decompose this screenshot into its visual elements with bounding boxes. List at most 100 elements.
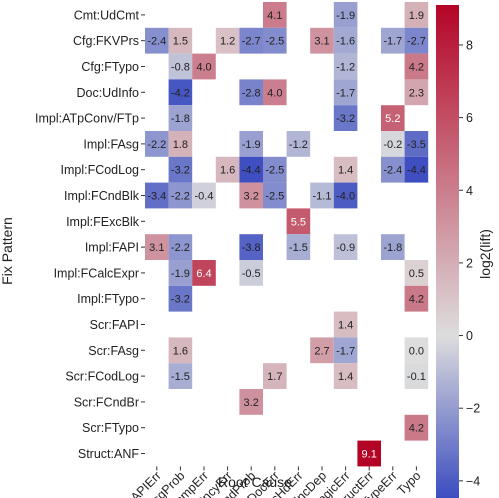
heatmap-cell	[404, 337, 429, 364]
cell-value-label: 4.0	[267, 87, 282, 99]
y-tick-scr-ftypo: Scr:FTypo	[82, 421, 139, 435]
cell-value-label: 1.4	[338, 320, 353, 332]
colorbar-tick-label: 0	[466, 329, 473, 343]
cell-value-label: -1.5	[171, 371, 190, 383]
y-tick-cfg-ftypo: Cfg:FTypo	[81, 60, 139, 74]
cell-value-label: -2.4	[147, 36, 166, 48]
heatmap-cell	[404, 156, 429, 183]
heatmap-cell	[168, 363, 193, 389]
x-tick-typo: Typo	[394, 469, 423, 498]
cell-value-label: -1.7	[383, 36, 402, 48]
cell-value-label: 1.2	[220, 36, 235, 48]
heatmap-cell	[239, 27, 263, 54]
heatmap-cell	[404, 285, 429, 312]
cell-value-label: 9.1	[362, 449, 377, 461]
heatmap-cell	[333, 2, 358, 28]
cell-value-label: -1.8	[171, 113, 190, 125]
y-tick-impl-fexcblk: Impl:FExcBlk	[66, 215, 140, 229]
heatmap-cell	[333, 182, 358, 209]
heatmap-cell	[215, 27, 240, 54]
heatmap-cells	[145, 2, 429, 467]
heatmap-cell	[333, 53, 358, 80]
cell-value-label: -1.7	[336, 345, 355, 357]
heatmap-cell	[263, 2, 287, 28]
heatmap-cell	[168, 285, 193, 312]
heatmap-cell	[168, 79, 193, 106]
heatmap-cell	[404, 260, 429, 286]
heatmap-cell	[168, 156, 193, 183]
heatmap-cell	[381, 27, 405, 54]
cell-value-label: -4.2	[171, 87, 190, 99]
cell-value-label: -3.2	[171, 294, 190, 306]
cell-value-label: -0.8	[171, 62, 190, 74]
cell-value-label: 1.5	[173, 36, 188, 48]
cell-value-label: -1.9	[171, 268, 190, 280]
heatmap-cell	[263, 27, 287, 54]
colorbar-tick-label: 4	[466, 184, 473, 198]
cell-value-label: -2.2	[171, 191, 190, 203]
heatmap-cell	[381, 156, 405, 183]
colorbar-tick-label: 2	[466, 256, 473, 270]
heatmap-cell	[168, 105, 193, 131]
cell-value-label: 0.5	[409, 268, 424, 280]
heatmap-cell	[168, 182, 193, 209]
cell-value-label: 3.1	[149, 242, 164, 254]
heatmap-cell	[310, 337, 334, 364]
cell-value-label: 4.2	[409, 62, 424, 74]
cell-value-label: 5.2	[385, 113, 400, 125]
heatmap-cell	[263, 363, 287, 389]
heatmap-cell	[286, 234, 311, 260]
colorbar	[436, 5, 459, 498]
cell-value-label: -1.2	[336, 62, 355, 74]
heatmap-cell	[239, 389, 263, 415]
cell-value-label: -2.5	[265, 165, 284, 177]
heatmap-cell	[239, 234, 263, 260]
y-tick-struct-anf: Struct:ANF	[78, 447, 139, 461]
y-tick-impl-atpconv-ftp: Impl:ATpConv/FTp	[35, 112, 139, 126]
heatmap-cell-labels: 4.1 -1.9 1.9-2.4 1.5 1.2 -2.7 -2.5 3.1 -1.6 -1.7-…	[147, 10, 426, 461]
cell-value-label: 1.7	[267, 371, 282, 383]
colorbar-ticks: 8 6 4 2 0 −2 −4	[459, 38, 480, 488]
cell-value-label: -2.7	[242, 36, 261, 48]
heatmap-cell	[333, 311, 358, 338]
heatmap-cell	[145, 234, 169, 260]
heatmap-cell	[404, 414, 429, 441]
y-tick-scr-fcodlog: Scr:FCodLog	[65, 370, 139, 384]
cell-value-label: 1.6	[220, 165, 235, 177]
heatmap-cell	[263, 156, 287, 183]
heatmap-cell	[239, 79, 263, 106]
colorbar-tick-label: −2	[466, 402, 480, 416]
y-tick-scr-fapi: Scr:FAPI	[90, 318, 139, 332]
cell-value-label: 2.3	[409, 87, 424, 99]
cell-value-label: 1.4	[338, 371, 353, 383]
y-axis-ticks: Cmt:UdCmt Cfg:FKVPrs Cfg:FTypo Doc:UdInfo Im…	[35, 8, 145, 461]
cell-value-label: -2.4	[383, 165, 402, 177]
heatmap-cell	[239, 182, 263, 209]
heatmap-cell	[404, 27, 429, 54]
heatmap-cell	[168, 337, 193, 364]
cell-value-label: -1.9	[336, 10, 355, 22]
cell-value-label: 3.2	[244, 397, 259, 409]
cell-value-label: 6.4	[196, 268, 211, 280]
cell-value-label: -4.4	[407, 165, 426, 177]
cell-value-label: -3.2	[336, 113, 355, 125]
heatmap-cell	[286, 131, 311, 157]
cell-value-label: 4.2	[409, 294, 424, 306]
cell-value-label: -2.5	[265, 36, 284, 48]
heatmap-cell	[333, 363, 358, 389]
colorbar-label: log2(lift)	[477, 229, 493, 279]
heatmap-cell	[404, 2, 429, 28]
heatmap-cell	[168, 53, 193, 80]
heatmap-cell	[333, 27, 358, 54]
heatmap-cell	[168, 234, 193, 260]
heatmap-cell	[192, 53, 216, 80]
colorbar-tick-label: −4	[466, 474, 480, 488]
heatmap-cell	[192, 260, 216, 286]
heatmap-cell	[239, 131, 263, 157]
cell-value-label: -0.2	[383, 139, 402, 151]
cell-value-label: 3.2	[244, 191, 259, 203]
colorbar-tick-label: 6	[466, 111, 473, 125]
heatmap-cell	[404, 53, 429, 80]
heatmap-cell	[310, 182, 334, 209]
